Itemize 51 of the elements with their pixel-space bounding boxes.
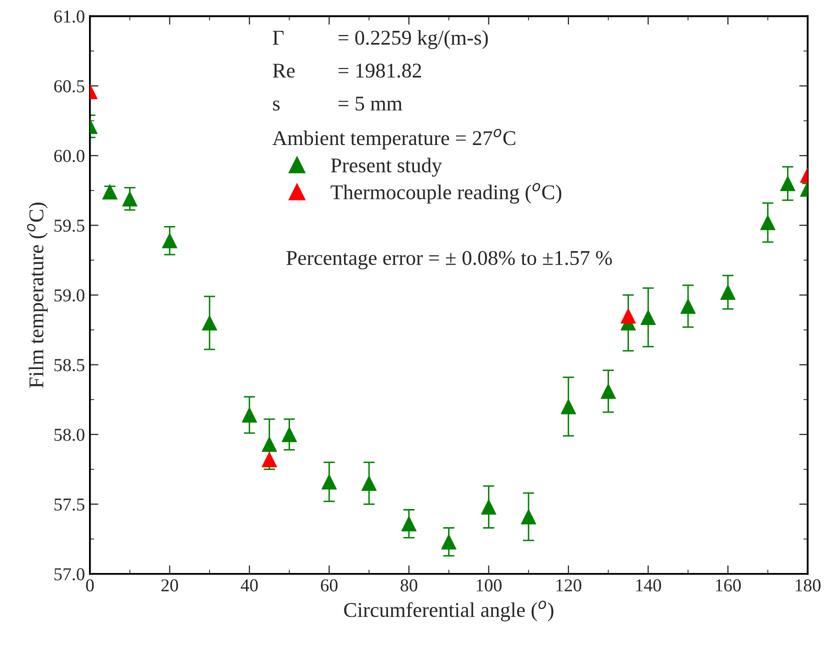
x-tick-label: 40	[240, 579, 258, 592]
point	[760, 214, 776, 230]
annotation: Ambient temperature = 27$^{o}$C	[272, 128, 516, 150]
legend-label: Present study	[330, 158, 442, 177]
legend-label: Thermocouple reading ($^{o}$C)	[330, 182, 562, 204]
y-tick-label: 57.5	[54, 498, 84, 511]
point	[242, 407, 258, 423]
x-tick-label: 180	[796, 579, 821, 592]
y-tick-label: 59.5	[54, 220, 84, 232]
point	[780, 176, 796, 192]
x-tick-label: 80	[400, 579, 418, 592]
x-tick-label: 60	[320, 579, 338, 592]
point	[720, 284, 736, 300]
y-tick-label: 58.5	[54, 359, 84, 372]
annotation: Percentage error = ± 0.08% to ±1.57 %	[286, 250, 612, 270]
annotation: s	[273, 100, 280, 111]
x-tick-label: 120	[556, 579, 582, 592]
y-tick-label: 61.0	[54, 10, 84, 23]
point	[162, 233, 178, 248]
x-tick-label: 0	[86, 579, 94, 592]
annotation: = 0.2259 kg/(m-s)	[338, 30, 488, 50]
y-tick-label: 59.0	[54, 289, 84, 302]
point	[102, 184, 118, 200]
annotation: Re	[272, 64, 295, 78]
x-tick-label: 160	[716, 579, 741, 592]
point	[600, 384, 616, 399]
point	[640, 310, 656, 325]
point	[262, 436, 277, 452]
y-tick-label: 57.0	[54, 568, 84, 580]
point	[560, 398, 576, 414]
annotation: Γ	[272, 30, 284, 45]
point	[361, 476, 377, 491]
point	[282, 426, 297, 442]
annotation: = 5 mm	[338, 96, 402, 111]
y-tick-label: 58.0	[54, 428, 84, 441]
point	[481, 499, 496, 515]
x-tick-label: 20	[161, 579, 178, 592]
point	[322, 474, 337, 490]
y-tick-label: 60.0	[54, 150, 84, 162]
annotation: = 1981.82	[338, 64, 422, 78]
x-tick-label: 100	[476, 579, 502, 592]
point	[441, 534, 456, 550]
x-tick-label: 140	[636, 579, 662, 592]
y-axis-title: Film temperature ($^{o}$C)	[27, 202, 48, 388]
point	[520, 509, 536, 524]
y-tick-label: 60.5	[54, 80, 84, 92]
point	[122, 191, 138, 206]
x-axis-title: Circumferential angle ($^{o}$)	[344, 600, 554, 622]
point	[401, 516, 417, 532]
point	[202, 315, 218, 331]
point	[680, 298, 696, 314]
